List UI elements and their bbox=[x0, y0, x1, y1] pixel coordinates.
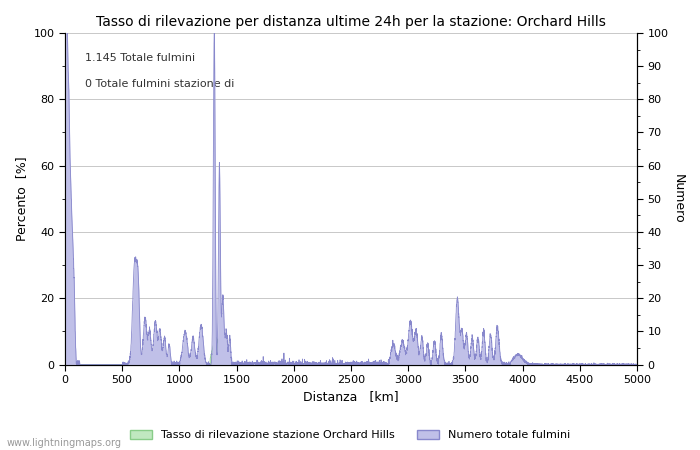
Y-axis label: Percento  [%]: Percento [%] bbox=[15, 157, 28, 241]
Text: 1.145 Totale fulmini: 1.145 Totale fulmini bbox=[85, 53, 195, 63]
Y-axis label: Numero: Numero bbox=[672, 174, 685, 224]
Title: Tasso di rilevazione per distanza ultime 24h per la stazione: Orchard Hills: Tasso di rilevazione per distanza ultime… bbox=[96, 15, 606, 29]
Legend: Tasso di rilevazione stazione Orchard Hills, Numero totale fulmini: Tasso di rilevazione stazione Orchard Hi… bbox=[125, 425, 575, 445]
Text: www.lightningmaps.org: www.lightningmaps.org bbox=[7, 438, 122, 448]
Text: 0 Totale fulmini stazione di: 0 Totale fulmini stazione di bbox=[85, 79, 234, 90]
X-axis label: Distanza   [km]: Distanza [km] bbox=[303, 391, 399, 404]
